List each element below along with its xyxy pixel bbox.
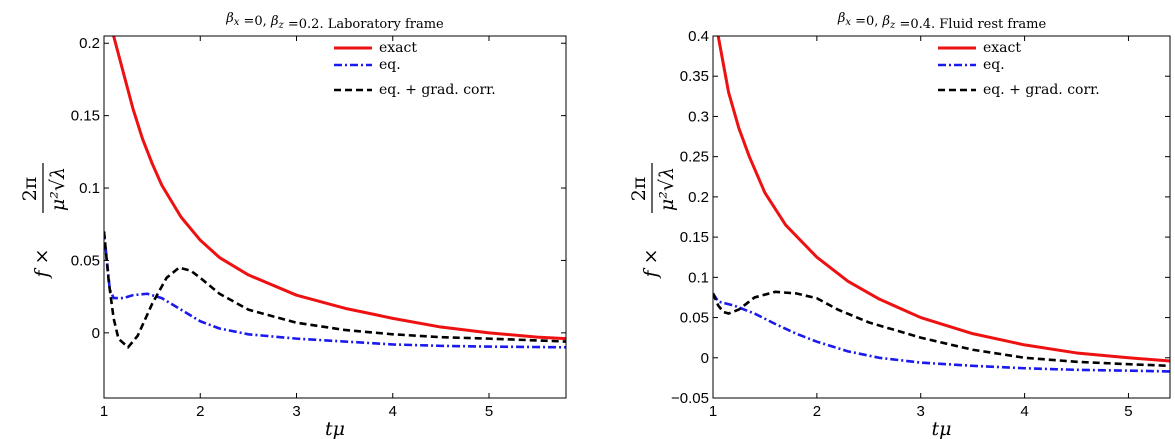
- y-axis-label: f × 2π μ²√λ: [628, 163, 678, 280]
- plot-frame: [103, 35, 567, 399]
- y-label-factor: f ×: [640, 249, 662, 280]
- x-tick-label: 5: [1124, 403, 1132, 420]
- legend-label: exact: [983, 40, 1021, 56]
- x-tick-label: 1: [709, 403, 717, 420]
- y-tick-label: 0: [92, 325, 100, 342]
- x-tick-label: 2: [813, 403, 821, 420]
- series-line-eq: [104, 231, 566, 349]
- legend-label: eq. + grad. corr.: [379, 82, 496, 98]
- chart-title: βx =0, βz =0.2. Laboratory frame: [225, 11, 444, 32]
- x-tick-label: 4: [389, 403, 397, 420]
- y-label-denominator: μ²√λ: [47, 167, 69, 211]
- y-tick-label: 0.15: [680, 229, 709, 246]
- y-label-numerator: 2π: [19, 177, 41, 202]
- legend-label: exact: [379, 40, 417, 56]
- y-tick-label: 0.05: [680, 310, 709, 327]
- y-label-numerator: 2π: [628, 177, 650, 202]
- y-tick-label: 0.35: [680, 68, 709, 85]
- x-tick-label: 2: [196, 403, 204, 420]
- series-line-exact: [716, 36, 1170, 363]
- y-tick-label: 0.3: [688, 108, 709, 125]
- series-line-eq: [713, 292, 1170, 373]
- y-tick-label: 0.4: [688, 28, 709, 45]
- series-line-eq-grad-corr: [104, 231, 566, 349]
- legend-label: eq.: [983, 57, 1005, 73]
- chart-panel-2: 1 2 3 4 5 −0.05 0 0.05 0.1 0.15 0.2 0.25 0.3 0.35 0.4 β…: [628, 11, 1171, 439]
- y-label-factor: f ×: [31, 249, 53, 280]
- series-line-eq-grad-corr: [713, 290, 1170, 368]
- x-axis-label: tμ: [325, 418, 345, 439]
- plot-frame: [712, 35, 1171, 399]
- y-tick-label: 0.2: [79, 35, 100, 52]
- x-tick-label: 4: [1020, 403, 1028, 420]
- series-line-exact: [112, 36, 566, 341]
- y-tick-label: 0.1: [79, 180, 100, 197]
- x-tick-label: 5: [485, 403, 493, 420]
- y-tick-label: 0.1: [688, 269, 709, 286]
- y-axis-label: f × 2π μ²√λ: [19, 163, 69, 280]
- x-tick-label: 3: [292, 403, 300, 420]
- y-tick-label: 0.2: [688, 189, 709, 206]
- x-tick-label: 3: [917, 403, 925, 420]
- x-axis-label: tμ: [932, 418, 952, 439]
- y-tick-label: 0.15: [71, 108, 100, 125]
- legend-label: eq.: [379, 57, 401, 73]
- x-tick-label: 1: [100, 403, 108, 420]
- y-tick-label: −0.05: [671, 390, 709, 407]
- chart-title: βx =0, βz =0.4. Fluid rest frame: [837, 11, 1047, 32]
- y-tick-label: 0: [701, 350, 709, 367]
- legend-label: eq. + grad. corr.: [983, 82, 1100, 98]
- y-tick-label: 0.05: [71, 252, 100, 269]
- chart-panel-1: 1 2 3 4 5 0 0.05 0.1 0.15 0.2 βx =0, βz =0.2. Labo…: [19, 11, 567, 439]
- y-label-denominator: μ²√λ: [656, 167, 678, 211]
- y-tick-label: 0.25: [680, 149, 709, 166]
